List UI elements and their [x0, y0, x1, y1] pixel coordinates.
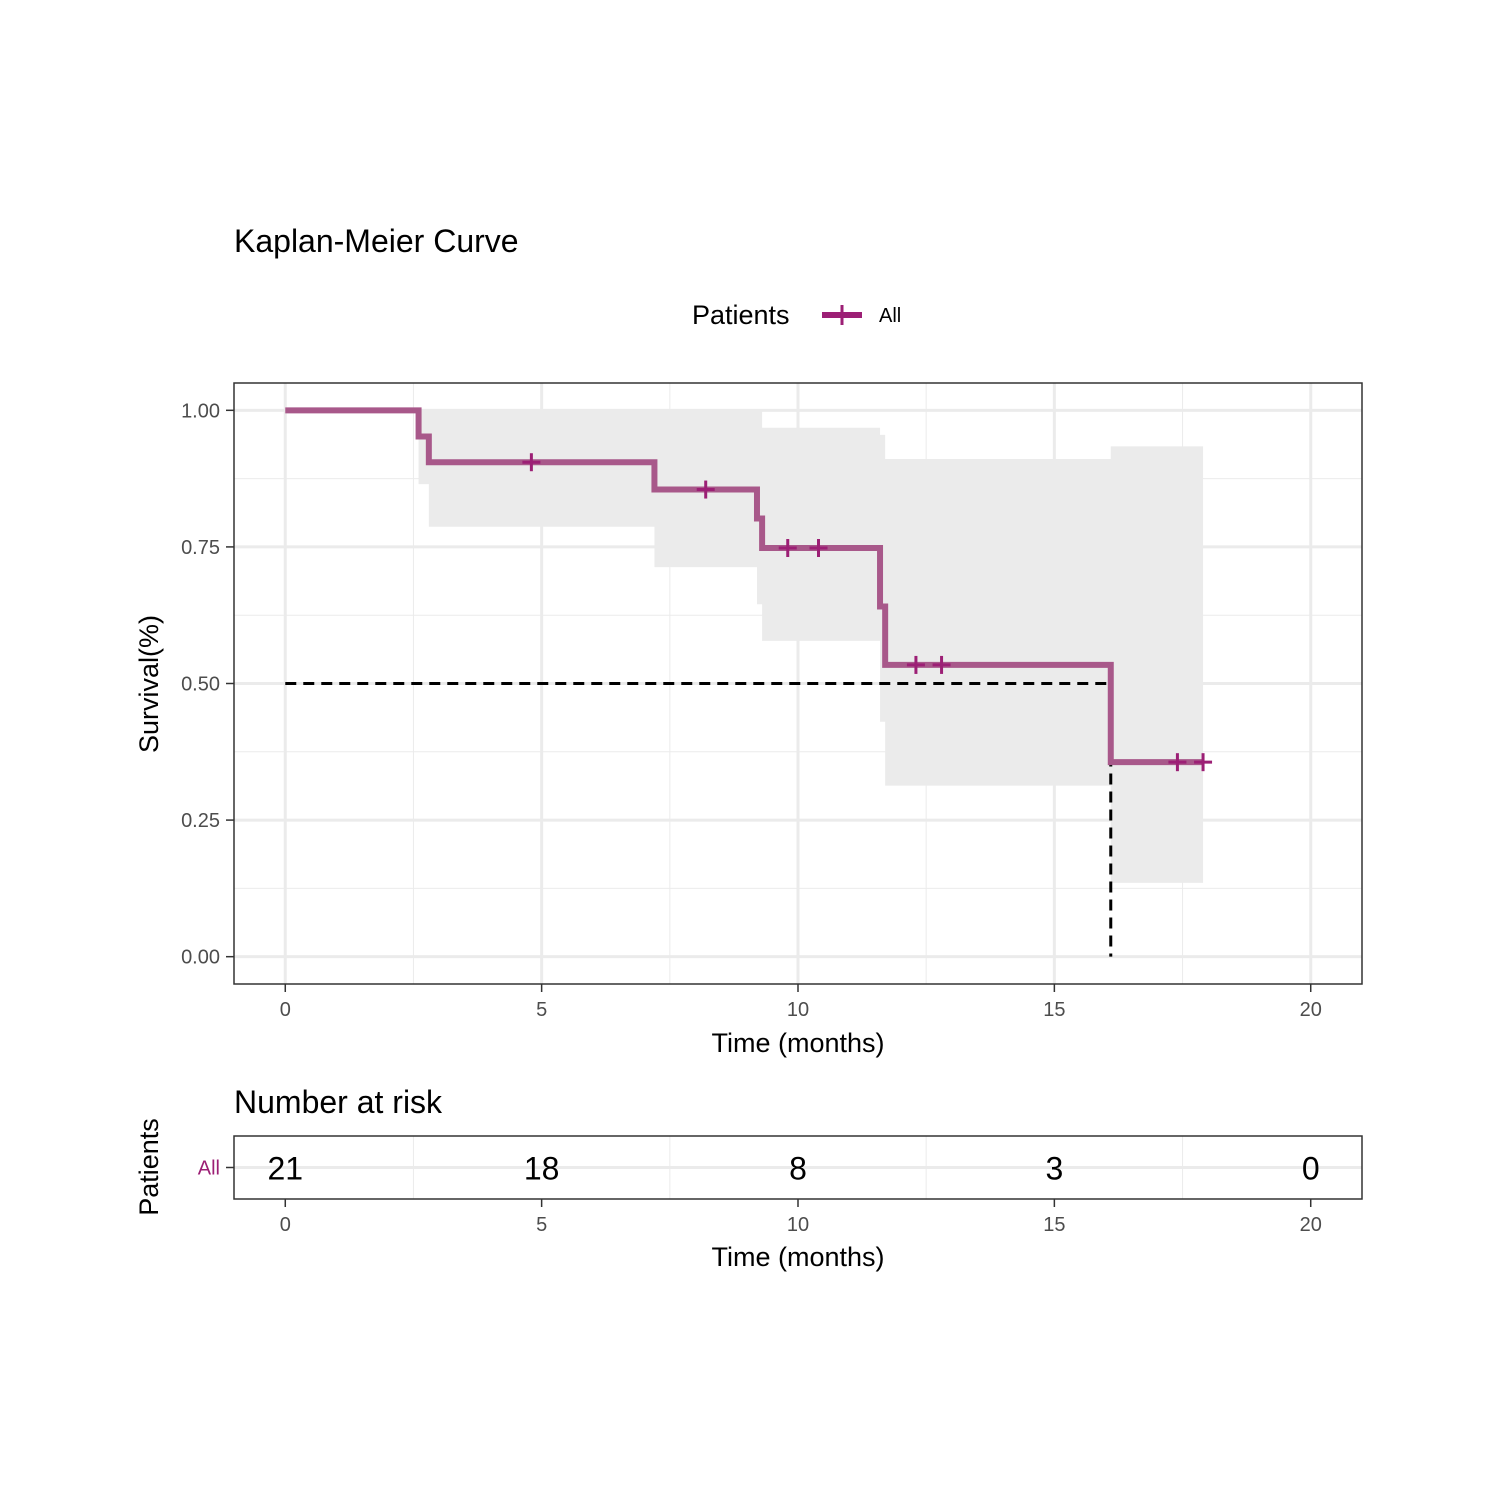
risk-x-tick-label: 5: [536, 1214, 547, 1236]
risk-table-y-axis-title: Patients: [134, 1118, 164, 1216]
risk-group-label: All: [198, 1158, 220, 1180]
y-tick-label: 0.00: [181, 947, 220, 969]
censor-mark: [906, 655, 925, 674]
risk-count: 0: [1302, 1151, 1320, 1187]
y-tick-label: 0.75: [181, 537, 220, 559]
risk-table-grid: [234, 1136, 1362, 1199]
x-tick-label: 10: [787, 999, 809, 1021]
risk-x-tick-label: 20: [1300, 1214, 1322, 1236]
risk-table-x-axis-title: Time (months): [711, 1242, 884, 1272]
censor-mark: [696, 480, 715, 499]
risk-count: 18: [524, 1151, 560, 1187]
confidence-band: [285, 410, 1204, 883]
y-tick-label: 0.50: [181, 674, 220, 696]
chart-title: Kaplan-Meier Curve: [234, 223, 519, 259]
x-axis: 0 5 10 15 20: [280, 984, 1322, 1021]
legend-label-all: All: [879, 305, 901, 327]
y-axis: 0.00 0.25 0.50 0.75 1.00: [181, 400, 234, 969]
risk-table-x-axis: 0 5 10 15 20: [280, 1199, 1322, 1236]
x-tick-label: 15: [1043, 999, 1065, 1021]
x-tick-label: 5: [536, 999, 547, 1021]
x-tick-label: 20: [1300, 999, 1322, 1021]
risk-table-y-axis: All: [198, 1158, 234, 1180]
legend-title: Patients: [692, 300, 790, 330]
risk-count: 3: [1045, 1151, 1063, 1187]
x-axis-title: Time (months): [711, 1028, 884, 1058]
censor-mark: [932, 655, 951, 674]
risk-count: 21: [267, 1151, 303, 1187]
censor-mark: [1194, 753, 1213, 772]
legend: Patients All: [692, 300, 901, 330]
y-axis-title: Survival(%): [134, 615, 164, 753]
confidence-band-area: [285, 410, 1204, 883]
risk-x-tick-label: 15: [1043, 1214, 1065, 1236]
y-tick-label: 1.00: [181, 400, 220, 422]
x-tick-label: 0: [280, 999, 291, 1021]
censor-mark: [1168, 753, 1187, 772]
censor-marks: [522, 453, 1213, 772]
risk-count: 8: [789, 1151, 807, 1187]
censor-mark: [522, 453, 541, 472]
censor-mark: [778, 539, 797, 558]
risk-table-values: 21 18 8 3 0: [267, 1151, 1319, 1187]
risk-table-title: Number at risk: [234, 1084, 443, 1120]
risk-x-tick-label: 0: [280, 1214, 291, 1236]
risk-x-tick-label: 10: [787, 1214, 809, 1236]
y-tick-label: 0.25: [181, 810, 220, 832]
censor-mark: [809, 539, 828, 558]
